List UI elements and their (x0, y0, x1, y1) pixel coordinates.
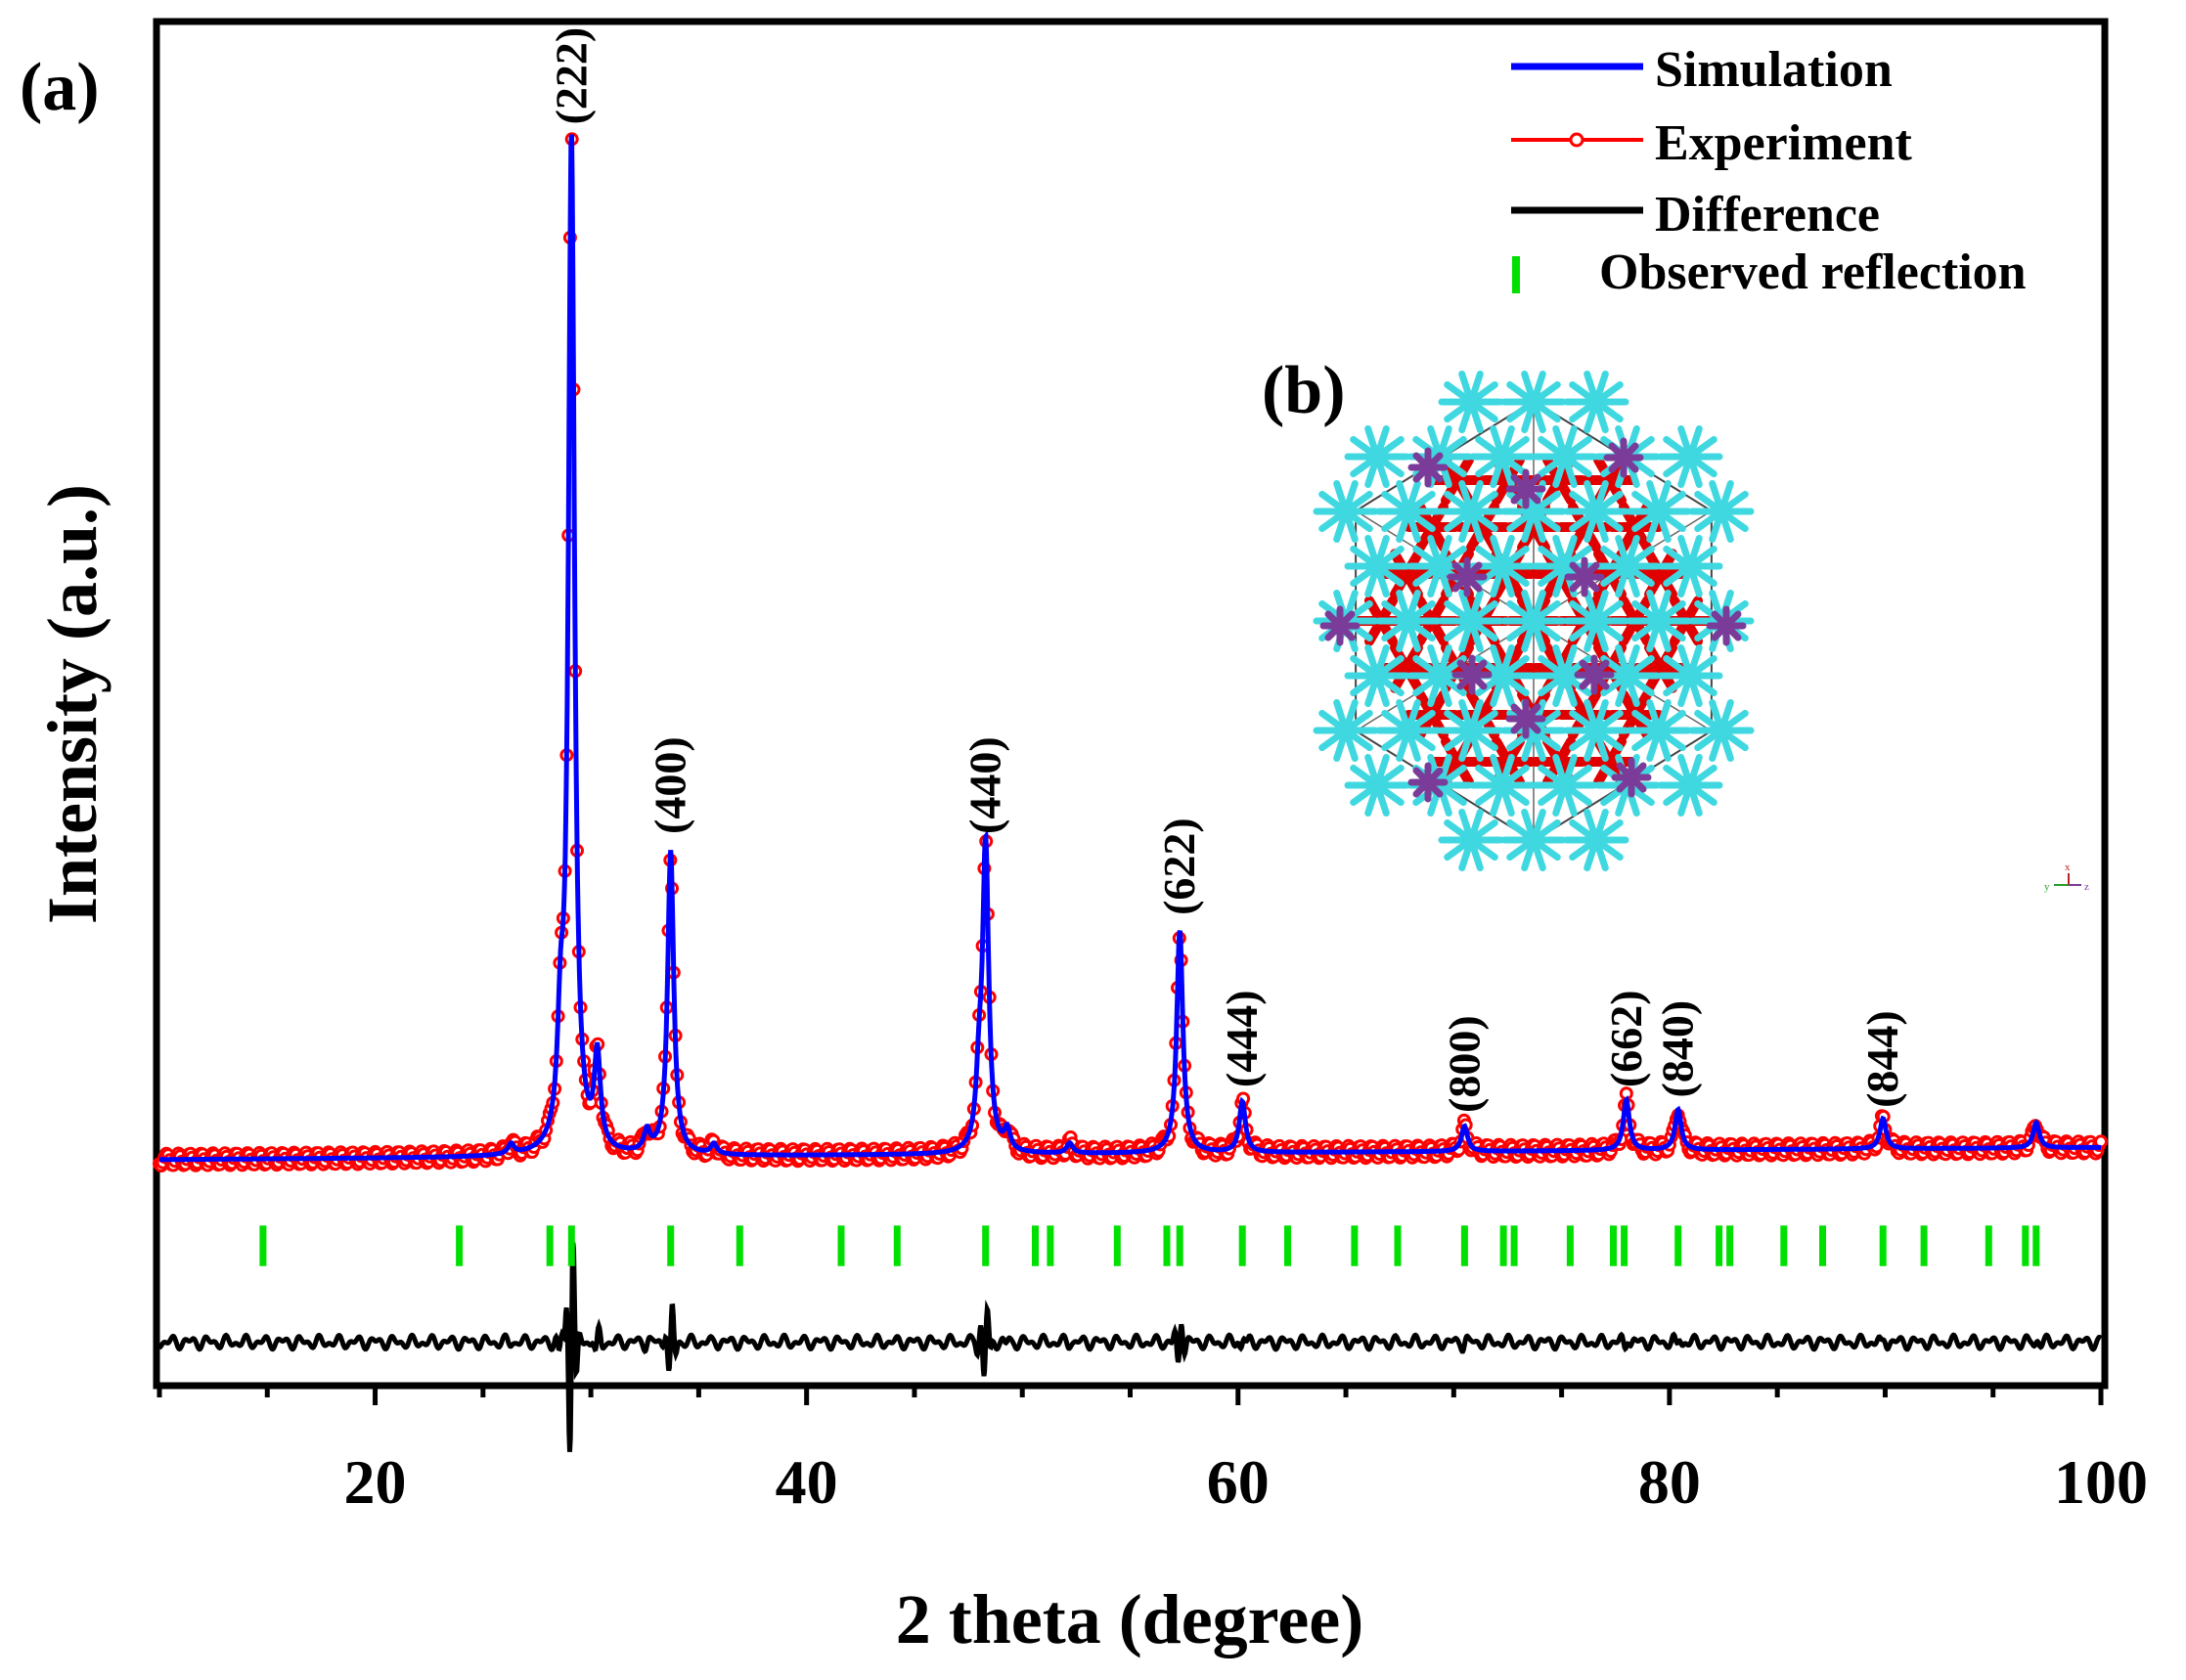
atom-cyan (1657, 754, 1723, 817)
atom-purple (1603, 437, 1644, 478)
atom-purple (1611, 757, 1652, 798)
atom-cyan (1344, 754, 1410, 817)
atom-cyan (1563, 809, 1629, 871)
atom-purple (1447, 556, 1488, 597)
simulation-line (159, 134, 2101, 1163)
atom-cyan (1657, 425, 1723, 488)
x-tick-label: 100 (2054, 1447, 2148, 1517)
peak-label: (662) (1601, 990, 1651, 1087)
peak-labels: (222) (400) (440) (622) (444) (800) (662) (840)… (546, 27, 1907, 1113)
peak-label: (222) (546, 27, 596, 125)
simulation-series (159, 134, 2101, 1163)
atom-cyan (1313, 699, 1379, 762)
peak-label: (800) (1439, 1015, 1489, 1113)
atom-cyan (1313, 480, 1379, 543)
atom-purple (1574, 654, 1615, 695)
peak-label: (400) (646, 736, 695, 834)
atom-purple (1505, 468, 1546, 509)
legend-reflection-label: Observed reflection (1599, 244, 2027, 300)
legend-simulation-label: Simulation (1655, 42, 1893, 98)
orientation-label-x: x (2065, 862, 2071, 873)
x-axis-label: 2 theta (degree) (896, 1580, 1363, 1658)
difference-line (157, 1242, 2103, 1452)
atom-cyan (1438, 371, 1504, 433)
x-tick-label: 40 (776, 1447, 838, 1517)
panel-label-a: (a) (20, 50, 100, 125)
atom-purple (1564, 556, 1605, 597)
orientation-label-y: y (2044, 881, 2050, 893)
crystal-structure-inset: (b) y x z (1262, 353, 2089, 893)
orientation-label-z: z (2084, 881, 2089, 893)
peak-label: (840) (1653, 1000, 1703, 1098)
atom-purple (1319, 605, 1361, 646)
atom-purple (1407, 447, 1449, 488)
x-axis: 20 40 60 80 100 (156, 1386, 2148, 1517)
peak-label: (844) (1857, 1010, 1907, 1108)
orientation-axes: y x z (2044, 862, 2089, 893)
x-tick-label: 20 (344, 1447, 407, 1517)
legend-difference-label: Difference (1655, 187, 1880, 243)
x-tick-label: 60 (1207, 1447, 1270, 1517)
atom-purple (1505, 698, 1546, 739)
atom-cyan (1563, 371, 1629, 433)
legend-experiment-marker (1569, 132, 1584, 148)
atom-purple (1706, 605, 1747, 646)
legend: Simulation Experiment Difference Observe… (1511, 42, 2027, 300)
peak-label: (440) (960, 736, 1010, 834)
difference-series (157, 1242, 2103, 1452)
atom-purple (1451, 654, 1493, 695)
atom-purple (1407, 762, 1449, 803)
atom-cyan (1344, 425, 1410, 488)
y-axis-label: Intensity (a.u.) (33, 484, 112, 924)
crystal-structure-drawing (1313, 371, 1755, 871)
reflection-ticks (259, 1225, 2040, 1266)
peak-label: (622) (1154, 818, 1204, 915)
atom-cyan (1438, 809, 1504, 871)
atom-cyan (1688, 699, 1755, 762)
x-tick-label: 80 (1638, 1447, 1701, 1517)
peak-label: (444) (1217, 990, 1267, 1087)
atom-cyan (1688, 480, 1755, 543)
panel-label-b: (b) (1262, 353, 1346, 428)
legend-experiment-label: Experiment (1655, 115, 1913, 171)
